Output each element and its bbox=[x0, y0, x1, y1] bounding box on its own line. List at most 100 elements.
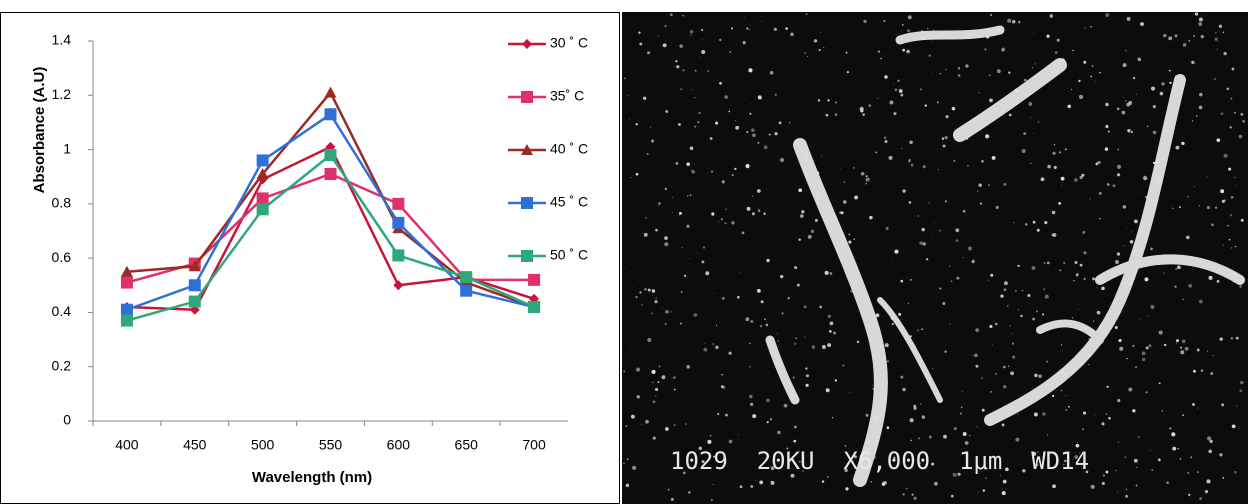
particle bbox=[1205, 490, 1208, 493]
particle bbox=[943, 435, 947, 439]
particle bbox=[976, 426, 977, 427]
particle bbox=[1188, 40, 1190, 42]
particle bbox=[822, 345, 826, 349]
particle bbox=[694, 126, 696, 128]
legend-marker bbox=[521, 197, 533, 209]
particle bbox=[961, 406, 963, 408]
particle bbox=[1153, 105, 1156, 108]
particle bbox=[1126, 103, 1130, 107]
particle bbox=[1030, 162, 1032, 164]
particle bbox=[1094, 414, 1095, 415]
particle bbox=[868, 310, 872, 314]
particle bbox=[952, 107, 956, 111]
particle bbox=[801, 210, 804, 213]
particle bbox=[1148, 316, 1149, 317]
particle bbox=[764, 145, 768, 149]
particle bbox=[647, 51, 650, 54]
particle bbox=[1008, 71, 1010, 73]
particle bbox=[846, 52, 848, 54]
particle bbox=[729, 440, 733, 444]
particle bbox=[1240, 113, 1243, 116]
particle bbox=[664, 323, 666, 325]
particle bbox=[673, 66, 674, 67]
particle bbox=[624, 77, 626, 79]
particle bbox=[1150, 450, 1151, 451]
particle bbox=[682, 15, 684, 17]
particle bbox=[1000, 294, 1003, 297]
particle bbox=[1158, 459, 1161, 462]
particle bbox=[711, 171, 713, 173]
particle bbox=[979, 92, 980, 93]
particle bbox=[906, 488, 908, 490]
particle bbox=[679, 44, 683, 48]
particle bbox=[780, 275, 783, 278]
particle bbox=[835, 379, 837, 381]
particle bbox=[789, 122, 790, 123]
particle bbox=[716, 325, 717, 326]
particle bbox=[884, 75, 888, 79]
particle bbox=[985, 111, 989, 115]
particle bbox=[1105, 147, 1108, 150]
particle bbox=[651, 370, 655, 374]
x-tick-label: 650 bbox=[455, 437, 479, 453]
particle bbox=[1078, 309, 1079, 310]
particle bbox=[725, 208, 727, 210]
particle bbox=[1183, 43, 1186, 46]
particle bbox=[1199, 497, 1202, 500]
particle bbox=[1083, 61, 1086, 64]
particle bbox=[623, 463, 625, 465]
particle bbox=[1144, 277, 1148, 281]
particle bbox=[975, 328, 979, 332]
particle bbox=[908, 303, 909, 304]
particle bbox=[1004, 281, 1008, 285]
particle bbox=[1015, 438, 1019, 442]
particle bbox=[1224, 154, 1228, 158]
particle bbox=[1105, 13, 1109, 17]
particle bbox=[932, 41, 933, 42]
particle bbox=[658, 381, 660, 383]
particle bbox=[1215, 38, 1218, 41]
particle bbox=[913, 405, 916, 408]
particle bbox=[1002, 491, 1006, 495]
particle bbox=[625, 425, 627, 427]
particle bbox=[1057, 39, 1060, 42]
particle bbox=[639, 291, 641, 293]
particle bbox=[1134, 220, 1138, 224]
particle bbox=[825, 271, 829, 275]
particle bbox=[672, 212, 673, 213]
particle bbox=[818, 99, 820, 101]
particle bbox=[885, 343, 889, 347]
particle bbox=[933, 29, 934, 30]
particle bbox=[951, 280, 953, 282]
data-point bbox=[257, 192, 269, 204]
particle bbox=[938, 169, 939, 170]
particle bbox=[735, 120, 736, 121]
particle bbox=[734, 168, 736, 170]
particle bbox=[804, 52, 806, 54]
particle bbox=[1082, 428, 1084, 430]
particle bbox=[1133, 135, 1134, 136]
particle bbox=[797, 284, 800, 287]
particle bbox=[1143, 176, 1147, 180]
particle bbox=[1010, 325, 1011, 326]
particle bbox=[1232, 68, 1235, 71]
particle bbox=[919, 241, 922, 244]
particle bbox=[637, 395, 640, 398]
particle bbox=[1227, 225, 1229, 227]
particle bbox=[627, 95, 628, 96]
particle bbox=[1058, 202, 1061, 205]
particle bbox=[1046, 35, 1049, 38]
particle bbox=[1018, 309, 1019, 310]
particle bbox=[1013, 222, 1014, 223]
particle bbox=[1231, 247, 1232, 248]
particle bbox=[1033, 133, 1034, 134]
particle bbox=[770, 71, 774, 75]
particle bbox=[823, 192, 826, 195]
particle bbox=[1193, 370, 1196, 373]
particle bbox=[774, 28, 777, 31]
particle bbox=[1003, 366, 1006, 369]
particle bbox=[922, 415, 925, 418]
particle bbox=[990, 274, 993, 277]
particle bbox=[954, 427, 957, 430]
particle bbox=[1117, 107, 1120, 110]
